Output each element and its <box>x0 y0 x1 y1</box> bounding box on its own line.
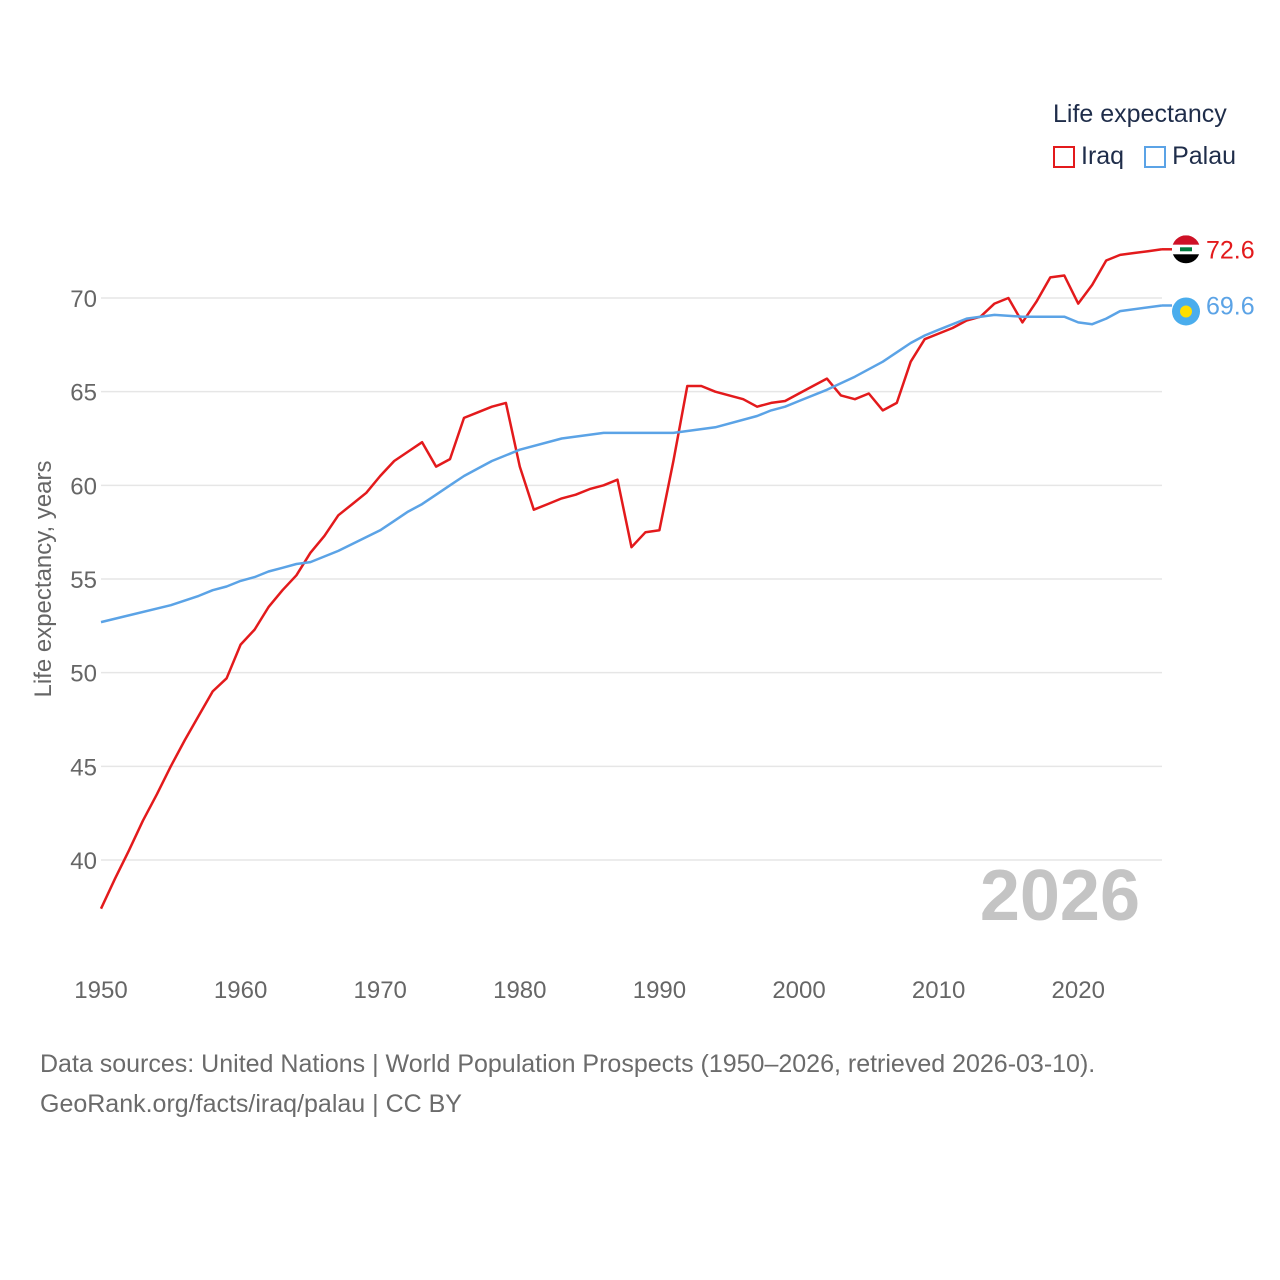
end-value-iraq: 72.6 <box>1206 236 1255 264</box>
palau-flag-icon <box>1162 297 1200 326</box>
current-year-label: 2026 <box>980 856 1140 936</box>
y-tick-label: 50 <box>70 661 97 688</box>
x-tick-label: 1980 <box>493 977 546 1004</box>
y-tick-label: 70 <box>70 286 97 313</box>
x-axis-ticks: 1950 1960 1970 1980 1990 2000 2010 2020 <box>74 977 1105 1004</box>
legend-swatch-palau <box>1144 145 1167 168</box>
y-tick-label: 55 <box>70 567 97 594</box>
x-tick-label: 1990 <box>633 977 686 1004</box>
iraq-flag-icon <box>1162 235 1200 264</box>
x-tick-label: 1960 <box>214 977 267 1004</box>
legend: Iraq Palau <box>1053 142 1256 171</box>
legend-swatch-iraq <box>1053 145 1075 168</box>
legend-item-iraq[interactable]: Iraq <box>1053 142 1124 171</box>
series-line-palau <box>100 304 1163 624</box>
end-markers: 72.6 69.6 <box>1162 235 1255 326</box>
source-line-1: Data sources: United Nations | World Pop… <box>40 1050 1096 1078</box>
x-tick-label: 2000 <box>772 977 825 1004</box>
legend-item-palau[interactable]: Palau <box>1144 142 1236 171</box>
y-tick-label: 45 <box>70 754 97 781</box>
y-tick-label: 60 <box>70 473 97 500</box>
end-value-palau: 69.6 <box>1206 292 1255 320</box>
y-tick-label: 65 <box>70 380 97 407</box>
y-axis-label: Life expectancy, years <box>30 460 57 697</box>
y-axis-ticks: 40 45 50 55 60 65 70 <box>70 286 97 875</box>
x-tick-label: 2010 <box>912 977 965 1004</box>
source-note: Data sources: United Nations | World Pop… <box>40 1044 1095 1124</box>
source-link[interactable]: GeoRank.org/facts/iraq/palau | CC BY <box>40 1090 462 1118</box>
x-tick-label: 1970 <box>354 977 407 1004</box>
legend-label-iraq: Iraq <box>1081 142 1125 170</box>
x-tick-label: 2020 <box>1052 977 1105 1004</box>
y-tick-label: 40 <box>70 848 97 875</box>
legend-title: Life expectancy <box>1053 100 1227 128</box>
series-line-iraq <box>99 248 1163 910</box>
x-tick-label: 1950 <box>74 977 127 1004</box>
legend-label-palau: Palau <box>1172 142 1237 170</box>
grid-lines <box>101 297 1162 861</box>
series-lines <box>99 248 1163 910</box>
